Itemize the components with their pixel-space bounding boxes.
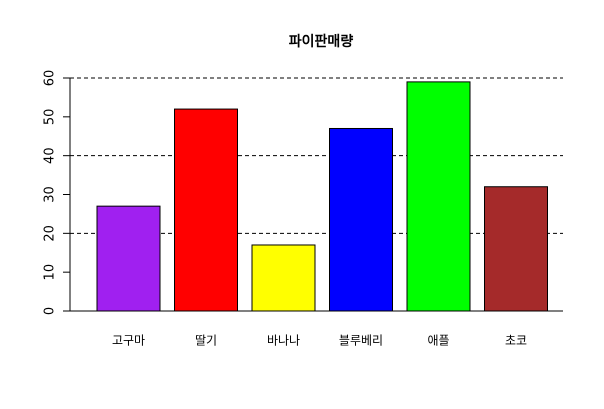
bar (484, 186, 548, 312)
x-tick-label: 바나나 (267, 334, 300, 348)
bar (174, 108, 238, 312)
bar (406, 81, 471, 312)
bar (329, 127, 393, 312)
x-tick-label: 애플 (427, 334, 449, 348)
y-tick-label: 0 (43, 307, 58, 315)
chart-title: 파이판매량 (289, 33, 354, 50)
x-tick-label: 딸기 (195, 334, 217, 348)
x-tick-label: 블루베리 (339, 334, 383, 348)
bar (96, 205, 161, 312)
x-tick-label: 초코 (505, 334, 527, 348)
bar (251, 244, 316, 312)
y-tick-label: 20 (43, 225, 58, 242)
y-tick-label: 60 (43, 70, 58, 87)
x-tick-label: 고구마 (112, 334, 145, 348)
y-tick-label: 30 (43, 186, 58, 203)
y-tick-label: 10 (43, 264, 58, 281)
y-tick-label: 40 (43, 147, 58, 164)
y-tick-label: 50 (43, 109, 58, 126)
